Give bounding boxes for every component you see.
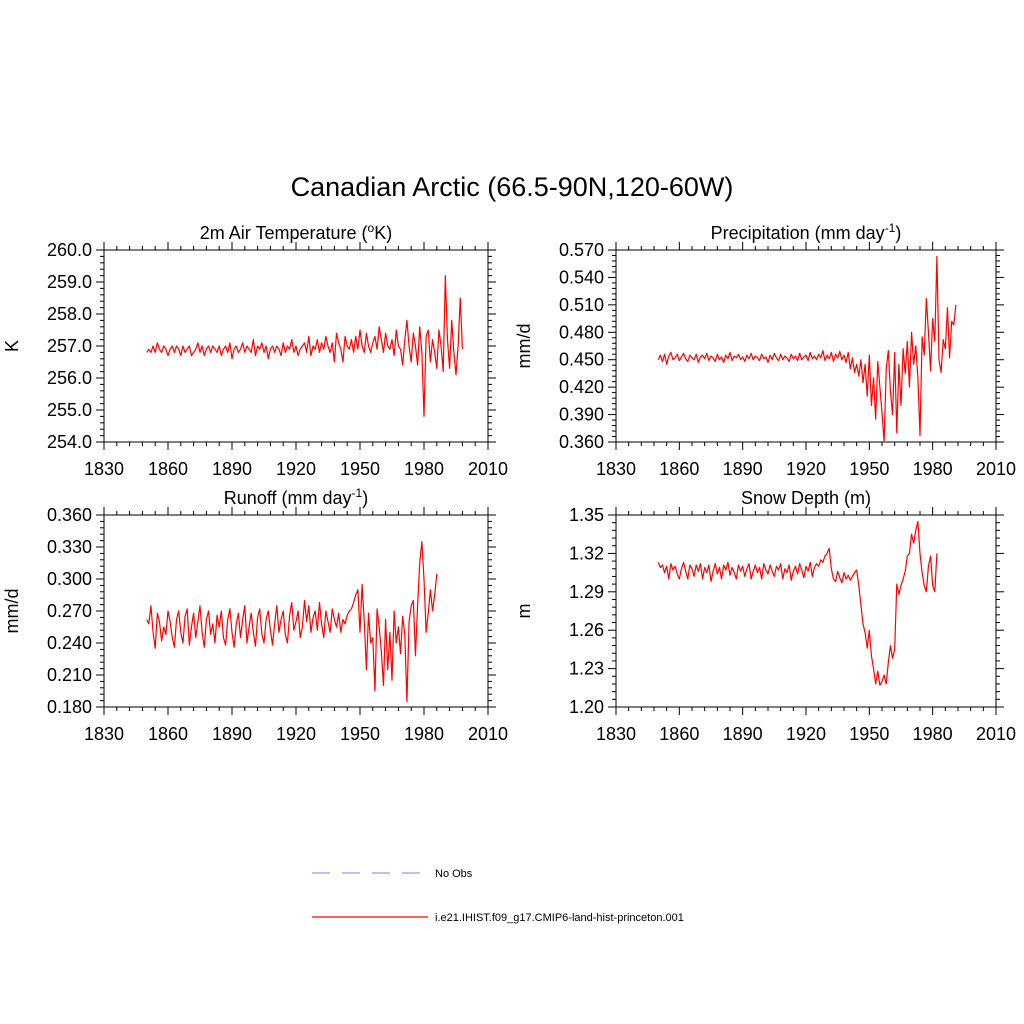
x-tick-label: 1860	[148, 459, 188, 479]
panel-title-text: 2m Air Temperature (	[200, 223, 368, 243]
panel-title: Precipitation (mm day-1)	[711, 221, 902, 243]
x-tick-label: 2010	[468, 459, 508, 479]
chart-panel-2: Precipitation (mm day-1) mm/d 1830 1860 1890…	[514, 221, 1016, 479]
x-tick-label: 1980	[404, 724, 444, 744]
series-line	[657, 520, 938, 686]
panel-title-text: Runoff (mm day	[224, 488, 352, 508]
chart-panel-4: Snow Depth (m) m 1830 1860 1890 1920 1950 1980 2…	[514, 488, 1016, 744]
chart-panel-3: Runoff (mm day-1) mm/d 1830 1860 1890 1920 195…	[2, 486, 508, 744]
x-tick-label: 1920	[276, 724, 316, 744]
y-tick-label: 1.23	[569, 659, 604, 679]
y-tick-label: 1.26	[569, 620, 604, 640]
x-tick-label: 1860	[659, 459, 699, 479]
y-tick-label: 260.0	[47, 240, 92, 260]
y-tick-label: 0.450	[559, 350, 604, 370]
y-tick-label: 0.510	[559, 295, 604, 315]
y-axis-label: m	[514, 604, 534, 619]
x-tick-label: 1890	[212, 724, 252, 744]
y-axis-label: K	[2, 340, 22, 352]
x-tick-label: 1890	[212, 459, 252, 479]
y-tick-label: 0.300	[47, 569, 92, 589]
x-tick-label: 1860	[659, 724, 699, 744]
series-line	[657, 255, 957, 443]
y-tick-label: 257.0	[47, 336, 92, 356]
x-tick-label: 1950	[849, 459, 889, 479]
x-tick-label: 1980	[404, 459, 444, 479]
panel-title-text: K)	[374, 223, 392, 243]
x-tick-label: 1830	[596, 459, 636, 479]
y-tick-label: 259.0	[47, 272, 92, 292]
x-tick-label: 1920	[276, 459, 316, 479]
x-tick-label: 1830	[84, 459, 124, 479]
panel-title-text: )	[362, 488, 368, 508]
y-axis-label: mm/d	[2, 589, 22, 634]
x-tick-label: 1830	[596, 724, 636, 744]
x-tick-label: 2010	[468, 724, 508, 744]
x-tick-label: 1920	[786, 459, 826, 479]
x-tick-label: 1950	[340, 724, 380, 744]
y-tick-label: 258.0	[47, 304, 92, 324]
panel-title-text: Precipitation (mm day	[711, 223, 885, 243]
y-tick-label: 1.32	[569, 543, 604, 563]
panel-title: Runoff (mm day-1)	[224, 486, 368, 508]
y-tick-label: 0.540	[559, 267, 604, 287]
y-tick-label: 0.240	[47, 633, 92, 653]
y-tick-label: 0.420	[559, 377, 604, 397]
x-tick-label: 1950	[340, 459, 380, 479]
y-tick-label: 0.330	[47, 537, 92, 557]
panel-title-superscript: o	[368, 221, 375, 235]
y-tick-label: 0.180	[47, 697, 92, 717]
chart-panel-1: 2m Air Temperature (oK) K 1830 1860 1890 1920…	[2, 221, 508, 479]
y-tick-label: 1.35	[569, 505, 604, 525]
panel-title: Snow Depth (m)	[741, 488, 871, 508]
y-tick-label: 0.360	[47, 505, 92, 525]
y-tick-label: 0.390	[559, 405, 604, 425]
x-tick-label: 2010	[976, 459, 1016, 479]
x-tick-label: 1920	[786, 724, 826, 744]
plot-frame	[103, 514, 489, 708]
x-tick-label: 1890	[723, 459, 763, 479]
y-tick-label: 254.0	[47, 432, 92, 452]
figure-title: Canadian Arctic (66.5-90N,120-60W)	[291, 172, 734, 202]
x-tick-label: 1860	[148, 724, 188, 744]
legend-entry: i.e21.IHIST.f09_g17.CMIP6-land-hist-prin…	[312, 912, 684, 924]
y-tick-label: 0.480	[559, 322, 604, 342]
panel-title-superscript: -1	[885, 221, 896, 235]
y-tick-label: 255.0	[47, 400, 92, 420]
y-tick-label: 0.570	[559, 240, 604, 260]
y-tick-label: 1.20	[569, 697, 604, 717]
panel-title-text: )	[895, 223, 901, 243]
y-tick-label: 1.29	[569, 582, 604, 602]
x-tick-label: 2010	[976, 724, 1016, 744]
x-tick-label: 1980	[913, 724, 953, 744]
y-tick-label: 0.270	[47, 601, 92, 621]
x-tick-label: 1950	[849, 724, 889, 744]
y-tick-label: 0.210	[47, 665, 92, 685]
panel-title-superscript: -1	[352, 486, 363, 500]
y-axis-label: mm/d	[514, 324, 534, 369]
legend-label: i.e21.IHIST.f09_g17.CMIP6-land-hist-prin…	[435, 912, 684, 924]
legend: No Obs i.e21.IHIST.f09_g17.CMIP6-land-his…	[312, 868, 684, 924]
legend-entry: No Obs	[312, 868, 473, 880]
x-tick-label: 1980	[913, 459, 953, 479]
y-tick-label: 256.0	[47, 368, 92, 388]
y-tick-label: 0.360	[559, 432, 604, 452]
x-tick-label: 1890	[723, 724, 763, 744]
panel-title: 2m Air Temperature (oK)	[200, 221, 392, 243]
panels: 2m Air Temperature (oK) K 1830 1860 1890 1920…	[2, 221, 1016, 744]
legend-label: No Obs	[435, 868, 473, 880]
series-line	[146, 275, 463, 417]
series-line	[146, 541, 438, 703]
plot-frame	[615, 514, 997, 708]
x-tick-label: 1830	[84, 724, 124, 744]
